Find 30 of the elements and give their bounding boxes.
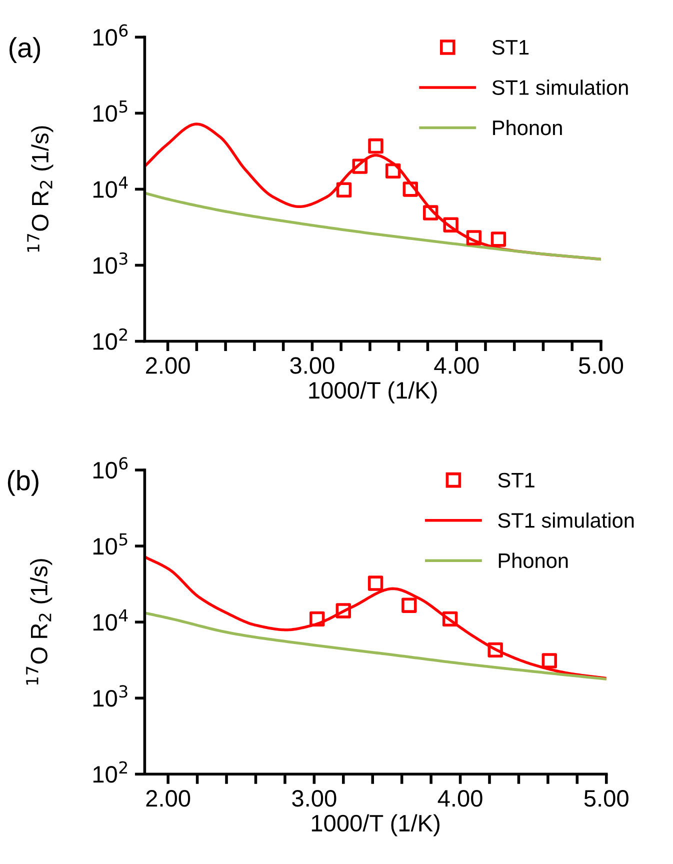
y-tick-label: 10$^{4}$ [93,609,128,631]
y-tick-label: 10$^{4}$ [93,176,128,198]
x-tick-label: 4.00 [438,790,482,807]
y-tick-label: 10$^{2}$ [93,328,127,350]
y-tick-label: 10$^{5}$ [93,533,128,555]
legend-label: Phonon [498,552,568,568]
chart-title: (a) [10,37,40,64]
x-tick-label: 5.00 [578,357,624,374]
x-axis-title: 1000/T (1/K) [309,381,437,404]
legend-label: ST1 simulation [492,80,628,95]
y-tick-label: 10$^{6}$ [93,457,128,479]
legend-label: Phonon [493,120,562,136]
y-tick-label: 10$^{3}$ [93,685,128,707]
x-axis-title: 1000/T (1/K) [312,814,440,836]
legend-label: ST1 [492,40,529,55]
y-axis-title: $^{17}$O R$_{2}$ (1/s) [26,559,52,685]
x-tick-label: 3.00 [290,357,334,374]
x-tick-label: 2.00 [146,357,190,374]
x-tick-label: 5.00 [584,790,628,807]
y-tick-label: 10$^{6}$ [93,24,128,46]
y-axis-title: $^{17}$O R$_{2}$ (1/s) [27,126,54,252]
chart-title: (b) [8,470,38,496]
y-tick-label: 10$^{2}$ [93,761,127,783]
legend-label: ST1 [498,472,534,488]
x-tick-label: 3.00 [292,790,336,807]
y-tick-label: 10$^{5}$ [93,100,128,122]
x-tick-label: 2.00 [146,790,190,807]
y-tick-label: 10$^{3}$ [93,252,128,274]
legend-label: ST1 simulation [498,512,634,528]
x-tick-label: 4.00 [434,357,479,374]
